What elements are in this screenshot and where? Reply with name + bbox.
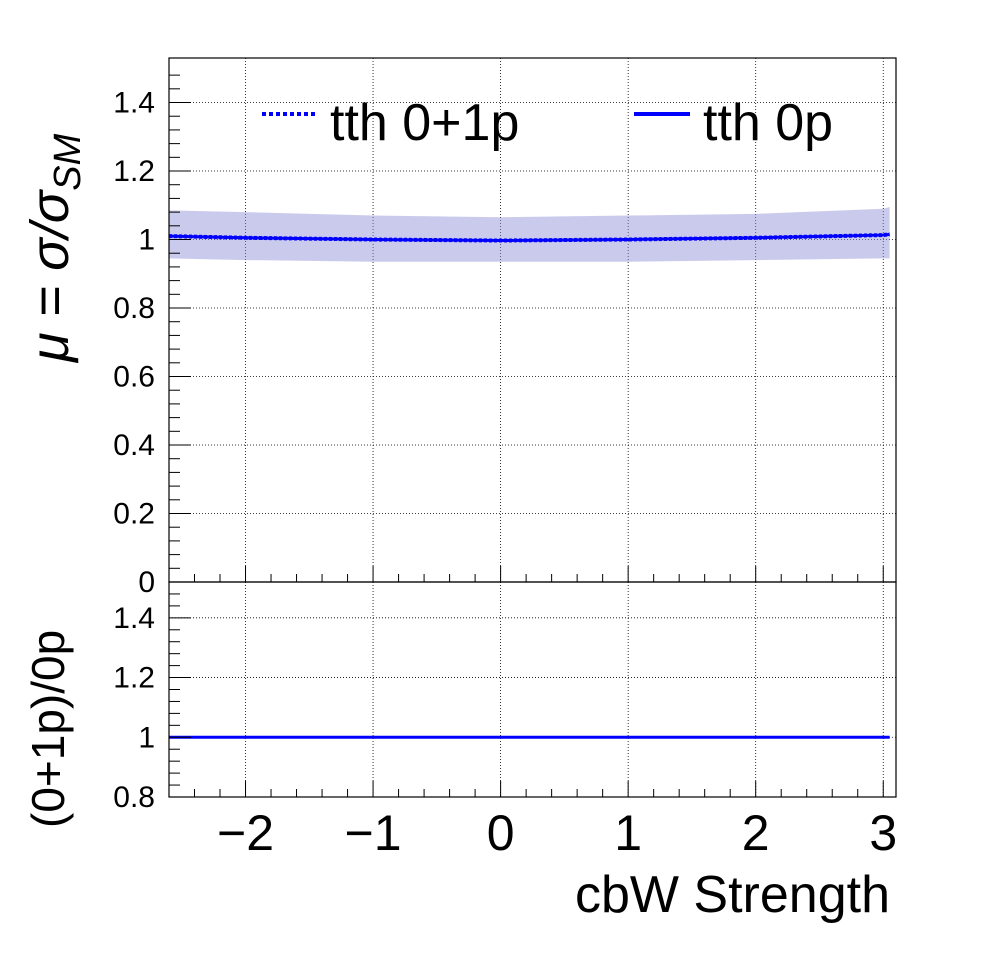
upper-series-lines [168,232,890,243]
x-tick-label: 2 [742,805,770,861]
upper-panel: 0 0.2 0.4 0.6 0.8 1 1.2 1.4 μ = σ/σSM tth 0+1p … [20,57,897,599]
x-tick-label: −1 [345,805,402,861]
upper-y-axis-title: μ = σ/σSM [20,133,89,364]
upper-x-ticks [168,566,884,582]
ratio-y-tick-label: 1.2 [113,662,155,695]
ratio-y-tick-label: 1.4 [113,602,155,635]
upper-y-tick-label: 0.6 [113,361,155,394]
upper-y-tick-label: 1.4 [113,87,155,120]
uncertainty-band [169,206,890,262]
upper-y-axis-title-sub: SM [47,133,89,190]
legend: tth 0+1p tth 0p [262,94,833,152]
ratio-y-tick-label: 0.8 [113,781,155,814]
upper-y-tick-label: 1.2 [113,155,155,188]
upper-y-tick-label: 0.8 [113,292,155,325]
ratio-x-ticks: −2 −1 0 1 2 3 [168,781,897,861]
upper-y-axis-title-main: μ = σ/σ [20,188,80,364]
x-tick-label: 0 [487,805,515,861]
upper-y-ticks: 0 0.2 0.4 0.6 0.8 1 1.2 1.4 [113,74,191,599]
x-axis-title: cbW Strength [575,866,890,924]
legend-label-tth-0plus1p: tth 0+1p [330,94,519,152]
upper-y-tick-label: 0.4 [113,429,155,462]
upper-y-tick-label: 1 [138,224,155,257]
upper-y-tick-label: 0.2 [113,498,155,531]
upper-y-tick-label: 0 [138,566,155,599]
ratio-y-tick-label: 1 [138,721,155,754]
legend-label-tth-0p: tth 0p [703,94,833,152]
series-line-tth-0p [168,232,890,243]
ratio-y-ticks: 0.8 1 1.2 1.4 [113,593,191,814]
ratio-y-axis-title: (0+1p)/0p [22,630,74,828]
uncertainty-band-area [169,206,890,262]
x-tick-label: 1 [614,805,642,861]
x-tick-label: 3 [869,805,897,861]
x-tick-label: −2 [217,805,274,861]
ratio-panel: 0.8 1 1.2 1.4 −2 −1 0 1 2 3 (0+1p)/0p cbW Streng… [22,581,897,924]
